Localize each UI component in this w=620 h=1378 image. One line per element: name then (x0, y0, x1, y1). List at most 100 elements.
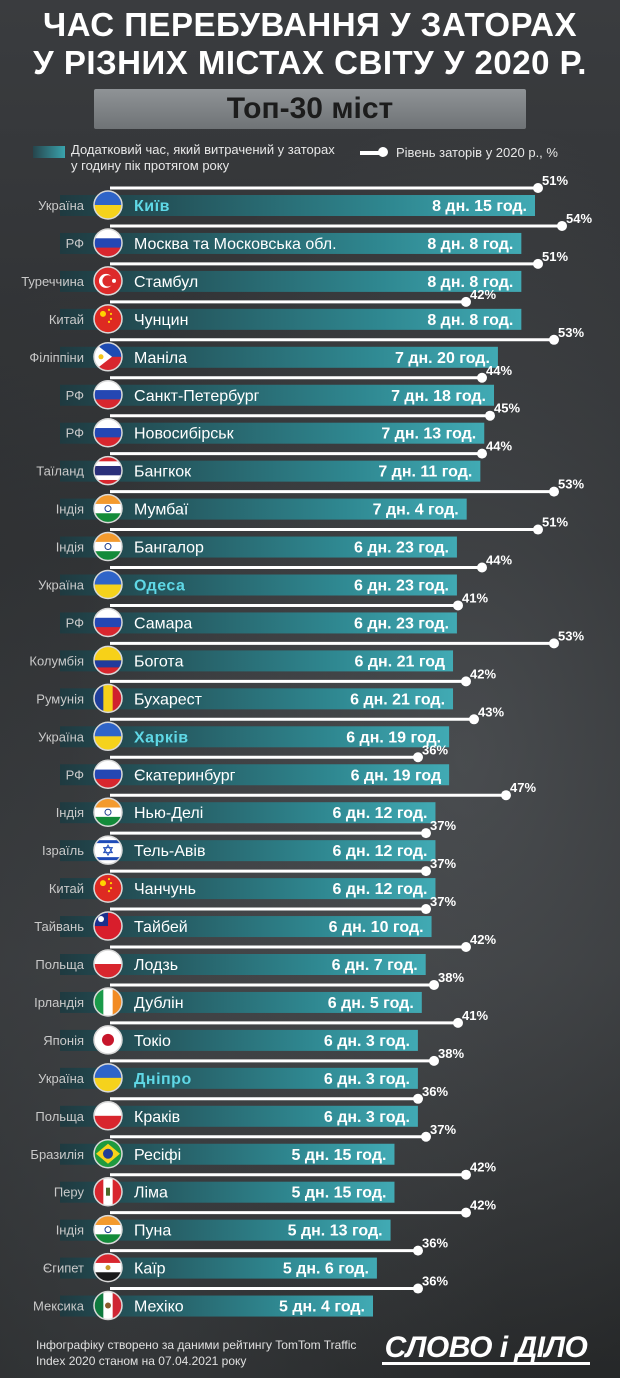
turkey-flag-icon (93, 266, 123, 296)
ukraine-flag-icon (93, 190, 123, 220)
hours-bar (60, 1143, 395, 1165)
hours-label: 6 дн. 12 год. (333, 843, 428, 860)
hours-label: 7 дн. 4 год. (373, 502, 459, 519)
congestion-dot (461, 1207, 471, 1218)
country-label: Єгипет (43, 1261, 84, 1276)
congestion-dot (477, 448, 487, 459)
hours-label: 6 дн. 12 год. (333, 805, 428, 822)
legend-bar-label: Додатковий час, який витрачений у затора… (71, 142, 335, 173)
hours-bar (60, 991, 422, 1013)
hours-bar (60, 195, 535, 216)
city-label: Чунцин (134, 312, 188, 329)
congestion-dot (477, 372, 487, 383)
country-label: Румунія (36, 691, 84, 706)
chart-row: 38% Україна Дніпро 6 дн. 3 год. (38, 1046, 464, 1093)
congestion-label: 37% (430, 818, 456, 833)
country-label: Японія (43, 1033, 84, 1048)
country-label: Україна (38, 198, 85, 213)
city-label: Єкатеринбург (134, 767, 236, 784)
city-label: Ресіфі (134, 1147, 181, 1164)
congestion-label: 47% (510, 780, 536, 795)
congestion-label: 42% (470, 932, 496, 947)
city-label: Лодзь (134, 957, 178, 974)
poland-flag-icon (93, 949, 123, 979)
hours-label: 6 дн. 12 год. (333, 881, 428, 898)
hours-bar (60, 1257, 377, 1279)
congestion-dot (501, 790, 511, 801)
congestion-label: 38% (438, 970, 464, 985)
congestion-dot (485, 410, 495, 421)
hours-label: 8 дн. 15 год. (432, 198, 527, 215)
congestion-dot (421, 1131, 431, 1142)
china-flag-icon (93, 304, 123, 334)
taiwan-flag-icon (93, 911, 123, 941)
hours-bar (60, 574, 457, 596)
congestion-label: 53% (558, 477, 584, 492)
country-label: Польща (35, 957, 84, 972)
city-label: Ліма (134, 1185, 168, 1202)
russia-flag-icon (93, 417, 123, 448)
hours-bar (60, 308, 522, 330)
hours-label: 5 дн. 6 год. (283, 1261, 369, 1278)
logo-underline (382, 1362, 590, 1365)
hours-bar (60, 498, 467, 520)
hours-label: 6 дн. 23 год. (354, 540, 449, 557)
congestion-label: 42% (470, 1198, 496, 1213)
congestion-label: 43% (478, 704, 504, 719)
hours-label: 6 дн. 21 год. (350, 691, 445, 708)
legend-bar-swatch (33, 146, 65, 158)
hours-bar (60, 802, 436, 824)
congestion-label: 36% (422, 742, 448, 757)
hours-bar (60, 764, 450, 786)
congestion-label: 54% (566, 211, 592, 226)
city-label: Богота (134, 653, 184, 670)
congestion-label: 44% (486, 553, 512, 568)
india-flag-icon (93, 531, 123, 562)
hours-bar (60, 916, 432, 938)
chart-row: 41% Японія Токіо 6 дн. 3 год. (43, 1008, 488, 1055)
city-label: Чанчунь (134, 881, 196, 898)
hours-bar (60, 650, 454, 672)
country-label: РФ (66, 767, 85, 782)
hours-bar (60, 346, 498, 368)
city-label: Санкт-Петербург (134, 388, 260, 405)
hours-label: 7 дн. 11 год. (378, 464, 472, 481)
country-label: Індія (56, 502, 84, 517)
congestion-dot (413, 1093, 423, 1104)
congestion-dot (461, 1169, 471, 1180)
congestion-dot (549, 334, 559, 345)
peru-flag-icon (93, 1176, 123, 1207)
congestion-dot (421, 904, 431, 915)
chart-row: 42% Китай Чунцин 8 дн. 8 год. (49, 287, 522, 334)
hours-bar (60, 1295, 373, 1317)
chart-row: 36% Єгипет Каїр 5 дн. 6 год. (43, 1236, 448, 1283)
country-label: Польща (35, 1109, 84, 1124)
chart-row: 45% РФ Новосибірськ 7 дн. 13 год. (60, 401, 520, 448)
city-label: Новосибірськ (134, 426, 235, 443)
congestion-dot (453, 1017, 463, 1028)
congestion-label: 42% (470, 1160, 496, 1175)
congestion-label: 36% (422, 1084, 448, 1099)
hours-label: 6 дн. 19 год. (346, 729, 441, 746)
hours-bar (60, 1181, 395, 1203)
subtitle: Топ-30 міст (226, 92, 394, 125)
city-label: Дублін (134, 995, 184, 1012)
country-label: Індія (56, 1223, 84, 1238)
country-label: Ізраїль (42, 843, 84, 858)
chart-row: 51% Україна Київ 8 дн. 15 год. (38, 173, 568, 220)
congestion-dot (413, 752, 423, 763)
chart-row: 42% Румунія Бухарест 6 дн. 21 год. (36, 666, 496, 714)
colombia-flag-icon (93, 645, 123, 676)
congestion-label: 42% (470, 666, 496, 681)
russia-flag-icon (93, 759, 123, 789)
philippines-flag-icon (93, 342, 123, 372)
subtitle-banner: Топ-30 міст (94, 89, 526, 129)
city-label: Мехіко (134, 1299, 184, 1316)
congestion-label: 37% (430, 894, 456, 909)
chart-row: 42% Індія Пуна 5 дн. 13 год. (56, 1198, 496, 1245)
country-label: РФ (66, 236, 85, 251)
hours-label: 7 дн. 18 год. (391, 388, 486, 405)
egypt-flag-icon (93, 1252, 123, 1283)
hours-label: 5 дн. 15 год. (292, 1147, 387, 1164)
